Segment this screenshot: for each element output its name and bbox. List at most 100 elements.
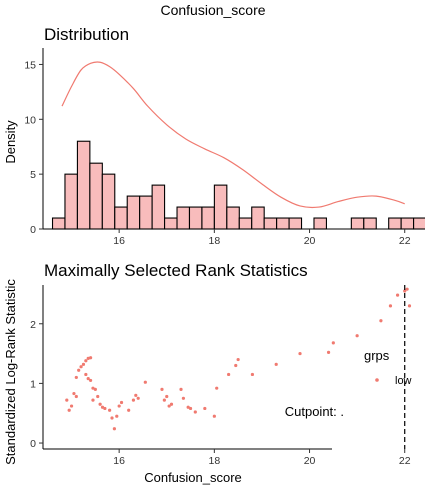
histogram-bar — [139, 195, 153, 230]
histogram-bar — [76, 140, 91, 230]
histogram-bar — [276, 217, 290, 230]
histogram-bar — [126, 195, 141, 230]
histogram-bar — [251, 206, 265, 230]
scatter-point — [403, 289, 407, 293]
scatter-point — [127, 408, 131, 412]
scatter-point — [77, 368, 81, 372]
x-tick-label: 22 — [399, 455, 411, 467]
y-tick-label: 1 — [30, 378, 36, 390]
histogram-bar — [51, 217, 66, 230]
scatter-point — [167, 404, 171, 408]
scatter-point — [181, 396, 186, 400]
histogram-bar — [201, 206, 215, 230]
x-tick-label: 16 — [113, 235, 125, 247]
histogram-bar — [213, 184, 228, 230]
scatter-point — [131, 398, 136, 402]
scatter-point — [69, 404, 74, 408]
histogram-bar — [114, 206, 128, 230]
scatter-point — [74, 394, 78, 399]
y-tick-label: 0 — [30, 224, 36, 236]
distribution-panel: Distribution Density 16 18 20 22 0 5 10 15 — [3, 25, 425, 247]
scatter-point — [193, 410, 197, 414]
scatter-point — [91, 398, 95, 402]
y-tick-label: 0 — [30, 438, 36, 450]
y-tick-label: 5 — [30, 169, 36, 181]
scatter-point — [72, 391, 76, 396]
histogram-bar — [388, 217, 402, 230]
rank-statistics-ylabel: Standardized Log-Rank Statistic — [3, 279, 18, 465]
scatter-point — [79, 365, 83, 369]
scatter-point — [236, 357, 240, 362]
legend-label-low: low — [395, 375, 412, 387]
legend-title: grps — [364, 348, 390, 363]
scatter-point — [331, 341, 335, 345]
scatter-point — [86, 377, 90, 381]
legend: grps low — [364, 348, 412, 387]
histogram-bar — [188, 206, 203, 230]
distribution-x-ticks: 16 18 20 22 — [113, 229, 411, 247]
rank-statistics-title: Maximally Selected Rank Statistics — [44, 261, 308, 280]
histogram-bar — [350, 217, 365, 230]
histogram-bar — [164, 217, 178, 230]
scatter-point — [203, 406, 207, 411]
histogram-bar — [151, 184, 166, 230]
rank-statistics-xlabel: Confusion_score — [144, 470, 242, 485]
histogram-bar — [400, 217, 415, 230]
scatter-points — [65, 287, 412, 431]
scatter-point — [395, 293, 400, 297]
scatter-point — [117, 404, 121, 408]
scatter-point — [88, 356, 93, 360]
scatter-point — [108, 408, 112, 412]
scatter-point — [100, 405, 105, 409]
histogram-bar — [89, 162, 103, 230]
histogram-bar — [313, 217, 327, 230]
scatter-point — [388, 304, 393, 308]
scatter-point — [91, 386, 95, 390]
scatter-point — [160, 387, 164, 391]
y-tick-label: 10 — [24, 114, 36, 126]
scatter-point — [215, 386, 219, 390]
scatter-point — [234, 363, 238, 368]
scatter-point — [165, 394, 169, 399]
histogram-bar — [288, 217, 303, 230]
rank-statistics-y-ticks: 0 1 2 — [30, 319, 43, 450]
scatter-point — [110, 416, 114, 420]
distribution-y-ticks: 0 5 10 15 — [24, 59, 43, 236]
histogram-bar — [226, 206, 240, 230]
y-tick-label: 2 — [30, 319, 36, 331]
scatter-point — [103, 406, 107, 411]
scatter-point — [65, 398, 69, 402]
scatter-point — [67, 408, 71, 412]
histogram-bar — [238, 217, 253, 230]
scatter-point — [407, 304, 412, 308]
scatter-point — [179, 387, 183, 391]
scatter-point — [298, 351, 302, 356]
histogram-bar — [64, 173, 78, 230]
scatter-point — [379, 319, 383, 323]
y-tick-label: 15 — [24, 59, 36, 71]
scatter-point — [250, 372, 255, 377]
rank-statistics-x-ticks: 16 18 20 22 — [113, 449, 411, 467]
scatter-point — [227, 372, 231, 377]
scatter-point — [188, 406, 193, 411]
scatter-point — [98, 402, 102, 406]
scatter-point — [162, 398, 166, 402]
scatter-point — [143, 380, 147, 384]
scatter-point — [212, 414, 216, 418]
histogram-bars — [51, 140, 425, 230]
cutpoint-label: Cutpoint: . — [285, 404, 344, 419]
x-tick-label: 20 — [304, 455, 316, 467]
scatter-point — [134, 393, 138, 397]
scatter-point — [405, 287, 409, 291]
x-tick-label: 20 — [304, 235, 316, 247]
scatter-point — [115, 414, 119, 418]
histogram-bar — [101, 173, 116, 230]
scatter-point — [93, 387, 97, 391]
scatter-point — [169, 402, 174, 406]
scatter-point — [84, 359, 88, 363]
figure-title: Confusion_score — [160, 2, 265, 18]
scatter-point — [84, 372, 88, 377]
scatter-point — [119, 400, 124, 405]
histogram-bar — [176, 206, 191, 230]
scatter-point — [74, 375, 78, 380]
